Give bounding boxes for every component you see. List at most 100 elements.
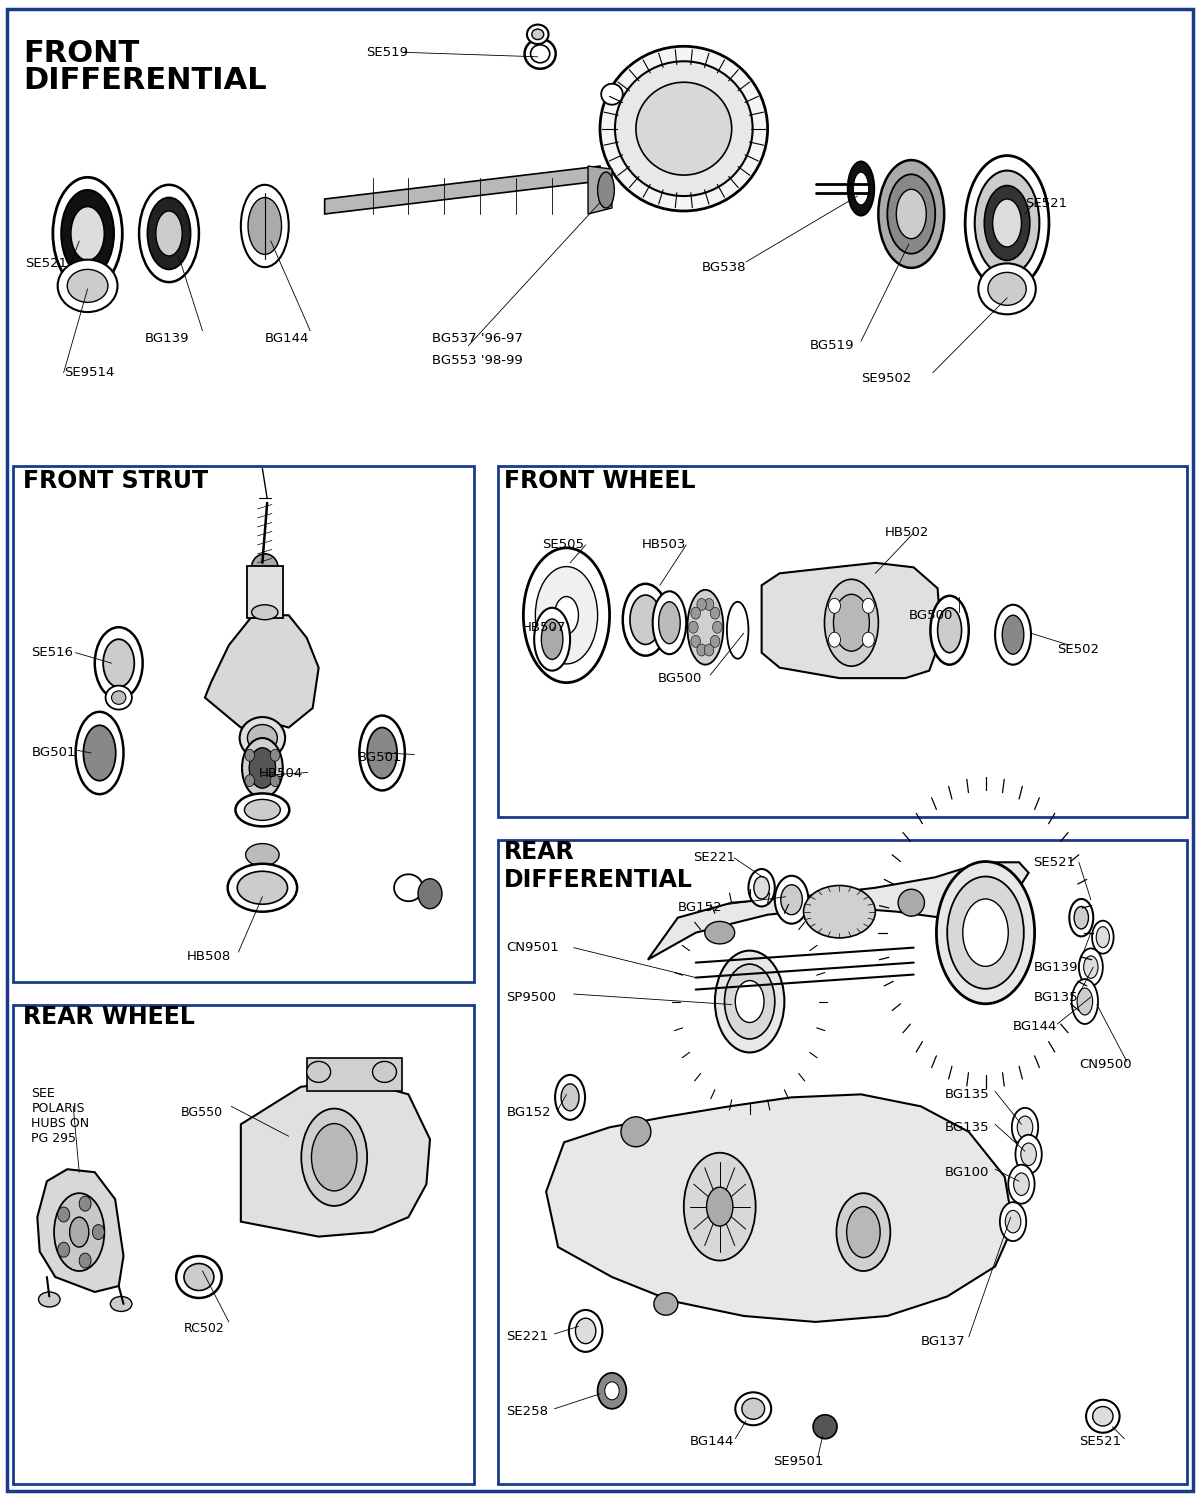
- Ellipse shape: [804, 885, 875, 938]
- Ellipse shape: [707, 1186, 733, 1225]
- Text: HB507: HB507: [522, 621, 566, 633]
- Ellipse shape: [246, 843, 280, 866]
- Ellipse shape: [727, 602, 749, 658]
- Ellipse shape: [184, 1263, 214, 1290]
- Text: BG500: BG500: [658, 672, 702, 684]
- Ellipse shape: [576, 1318, 596, 1344]
- Polygon shape: [229, 825, 299, 882]
- Ellipse shape: [630, 596, 661, 645]
- Ellipse shape: [623, 584, 668, 656]
- Circle shape: [828, 632, 840, 646]
- Text: SE516: SE516: [31, 646, 73, 658]
- Ellipse shape: [1092, 921, 1114, 954]
- Polygon shape: [546, 1095, 1013, 1322]
- Bar: [307, 1059, 402, 1092]
- Polygon shape: [624, 84, 744, 166]
- Text: SE502: SE502: [1057, 644, 1099, 656]
- Text: HB504: HB504: [259, 768, 304, 780]
- Ellipse shape: [307, 1062, 331, 1083]
- Text: HB508: HB508: [187, 950, 232, 963]
- Ellipse shape: [176, 1256, 222, 1298]
- Circle shape: [245, 750, 254, 762]
- Circle shape: [863, 598, 875, 613]
- Ellipse shape: [715, 951, 785, 1053]
- Ellipse shape: [541, 620, 563, 660]
- Ellipse shape: [824, 579, 878, 666]
- Text: SE9501: SE9501: [774, 1455, 824, 1467]
- Ellipse shape: [156, 211, 182, 256]
- Text: BG137: BG137: [920, 1335, 966, 1348]
- Ellipse shape: [148, 198, 191, 270]
- Ellipse shape: [235, 794, 289, 826]
- Ellipse shape: [556, 1076, 586, 1120]
- Text: BG144: BG144: [690, 1436, 734, 1448]
- Ellipse shape: [947, 876, 1024, 989]
- Polygon shape: [588, 166, 612, 214]
- Ellipse shape: [725, 964, 775, 1040]
- Circle shape: [828, 598, 840, 613]
- Polygon shape: [37, 1168, 124, 1292]
- Ellipse shape: [1012, 1108, 1038, 1148]
- Ellipse shape: [530, 45, 550, 63]
- Polygon shape: [762, 562, 941, 678]
- Ellipse shape: [54, 1192, 104, 1270]
- Ellipse shape: [814, 1414, 838, 1438]
- Ellipse shape: [76, 712, 124, 794]
- Ellipse shape: [67, 270, 108, 303]
- Ellipse shape: [53, 177, 122, 290]
- Bar: [498, 840, 1187, 1484]
- Ellipse shape: [1072, 980, 1098, 1024]
- Text: SE221: SE221: [694, 852, 736, 864]
- Ellipse shape: [83, 726, 115, 780]
- Ellipse shape: [745, 86, 791, 172]
- Bar: [13, 1005, 474, 1484]
- Text: SE519: SE519: [366, 46, 408, 58]
- Ellipse shape: [995, 604, 1031, 664]
- Polygon shape: [205, 615, 319, 728]
- Circle shape: [697, 598, 707, 610]
- Ellipse shape: [781, 885, 803, 915]
- Ellipse shape: [754, 876, 769, 898]
- Ellipse shape: [734, 68, 800, 190]
- Circle shape: [710, 608, 720, 619]
- Ellipse shape: [238, 871, 288, 904]
- Ellipse shape: [978, 264, 1036, 315]
- Ellipse shape: [103, 639, 134, 687]
- Ellipse shape: [1079, 948, 1103, 986]
- Ellipse shape: [523, 548, 610, 682]
- Text: BG152: BG152: [678, 900, 722, 914]
- Bar: [13, 465, 474, 982]
- Ellipse shape: [1074, 906, 1088, 928]
- Text: SP9500: SP9500: [506, 990, 557, 1004]
- Ellipse shape: [688, 590, 724, 664]
- Ellipse shape: [1097, 927, 1110, 948]
- Text: BG500: BG500: [908, 609, 953, 622]
- Circle shape: [245, 774, 254, 786]
- Circle shape: [92, 1224, 104, 1239]
- Circle shape: [689, 621, 698, 633]
- Ellipse shape: [984, 186, 1030, 261]
- Ellipse shape: [1000, 1202, 1026, 1240]
- Ellipse shape: [653, 591, 686, 654]
- Circle shape: [704, 598, 714, 610]
- Ellipse shape: [252, 604, 278, 619]
- Ellipse shape: [836, 1192, 890, 1270]
- Text: SE521: SE521: [1079, 1436, 1121, 1448]
- Ellipse shape: [1002, 615, 1024, 654]
- Text: BG139: BG139: [145, 332, 190, 345]
- Ellipse shape: [853, 172, 869, 206]
- Ellipse shape: [636, 82, 732, 176]
- Ellipse shape: [106, 686, 132, 709]
- Circle shape: [697, 644, 707, 656]
- Circle shape: [598, 1372, 626, 1408]
- Ellipse shape: [38, 1292, 60, 1306]
- Ellipse shape: [534, 608, 570, 670]
- Ellipse shape: [532, 28, 544, 39]
- Ellipse shape: [1015, 1136, 1042, 1173]
- Bar: [247, 566, 283, 618]
- Ellipse shape: [139, 184, 199, 282]
- Ellipse shape: [887, 174, 935, 254]
- Ellipse shape: [1084, 956, 1098, 978]
- Text: FRONT STRUT: FRONT STRUT: [23, 468, 208, 492]
- Ellipse shape: [535, 567, 598, 664]
